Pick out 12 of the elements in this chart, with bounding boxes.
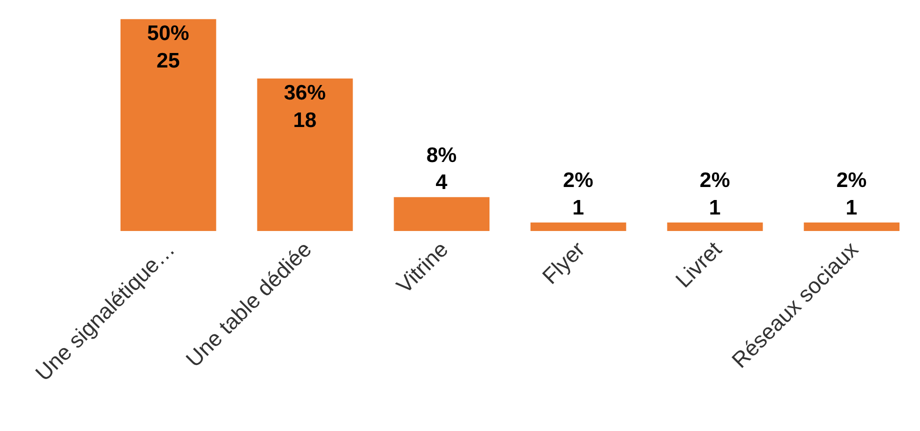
data-label: 2% 1 — [836, 169, 868, 220]
bar — [804, 222, 900, 231]
data-label: 36% 18 — [284, 81, 326, 132]
bar — [120, 19, 216, 231]
data-label: 8% 4 — [426, 144, 458, 194]
data-label: 50% 25 — [147, 22, 190, 72]
bar — [257, 78, 353, 231]
data-label: 2% 1 — [700, 169, 730, 220]
bar — [530, 222, 626, 231]
bar — [394, 197, 490, 231]
bar — [667, 222, 763, 231]
data-label: 2% 1 — [562, 169, 594, 220]
